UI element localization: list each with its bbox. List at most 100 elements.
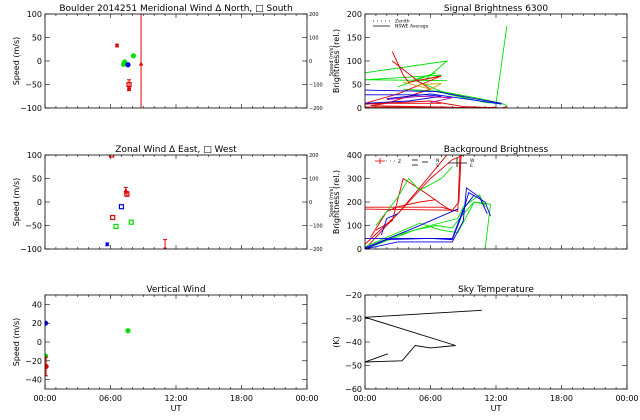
- series-line: [403, 88, 508, 107]
- y-tick-label: 100: [27, 151, 42, 160]
- series-line: [365, 60, 449, 82]
- y-tick-label: −100: [20, 245, 42, 254]
- y-tick-label: 300: [347, 175, 362, 184]
- y-tick-label: −20: [25, 357, 42, 366]
- x-tick-label: 18:00: [550, 394, 573, 403]
- data-point: [45, 363, 49, 370]
- y-tick-label: 0: [37, 198, 42, 207]
- chart-title: Sky Temperature: [458, 285, 534, 295]
- series-line: [386, 95, 453, 103]
- data-point: [125, 62, 131, 68]
- chart-title: Background Brightness: [444, 145, 549, 155]
- y-tick-label: −50: [345, 362, 362, 371]
- series-line: [365, 309, 482, 363]
- data-point: [124, 191, 130, 197]
- y-tick-label: 100: [347, 57, 362, 66]
- series-line: [365, 89, 502, 104]
- right-y-tick-label: −200: [309, 106, 323, 112]
- series-line: [365, 187, 488, 249]
- right-y-tick-label: 100: [309, 36, 319, 42]
- data-point: [121, 61, 127, 67]
- y-tick-label: −50: [25, 81, 42, 90]
- y-tick-label: 50: [352, 81, 362, 90]
- plot-area: [365, 309, 482, 363]
- chart-meridional: Boulder 2014251 Meridional Wind Δ North,…: [12, 4, 335, 113]
- y-axis-label: Speed (m/s): [12, 37, 21, 86]
- data-point: [45, 353, 49, 359]
- plot-frame: [44, 13, 308, 109]
- x-tick-label: 18:00: [230, 394, 253, 403]
- x-axis-label: UT: [491, 404, 502, 413]
- series-line: [386, 93, 502, 105]
- legend-label: E: [470, 163, 473, 169]
- series-line: [365, 94, 442, 104]
- x-tick-label: 06:00: [99, 394, 122, 403]
- y-tick-label: 40: [32, 300, 42, 309]
- y-axis-label: Brightness (rel.): [332, 170, 341, 234]
- plot-area: [115, 14, 144, 108]
- right-y-tick-label: −100: [309, 224, 323, 230]
- y-tick-label: −20: [345, 291, 362, 300]
- plot-area: [105, 155, 168, 249]
- plot-frame: [364, 154, 628, 250]
- y-axis-label: Speed (m/s): [12, 178, 21, 227]
- y-tick-label: 50: [32, 175, 42, 184]
- x-tick-label: 00:00: [615, 394, 638, 403]
- x-axis-label: UT: [171, 404, 182, 413]
- data-point: [45, 320, 49, 326]
- data-point: [138, 61, 144, 66]
- y-tick-label: 20: [32, 319, 42, 328]
- x-tick-label: 12:00: [484, 394, 507, 403]
- data-point: [163, 247, 167, 249]
- right-y-tick-label: 0: [309, 200, 312, 206]
- chart-signal: Signal Brightness 6300 0 50 100 150 200 Bright…: [332, 4, 628, 113]
- series-line: [375, 177, 453, 231]
- right-y-axis-label: Speed (m/s): [329, 187, 335, 217]
- plot-area: [365, 155, 491, 249]
- chart-title: Zonal Wind Δ East, □ West: [115, 145, 237, 155]
- series-line: [365, 191, 491, 249]
- series-line: [365, 100, 508, 108]
- legend: Z NS WE: [375, 158, 475, 169]
- data-point: [115, 43, 119, 47]
- right-y-tick-label: 200: [309, 153, 319, 159]
- legend-label: N: [436, 158, 439, 164]
- legend-label: Zenith: [395, 19, 410, 25]
- y-tick-label: 100: [27, 10, 42, 19]
- series-line: [365, 155, 448, 245]
- data-point: [130, 53, 137, 59]
- y-tick-label: −40: [25, 376, 42, 385]
- y-tick-label: 200: [347, 10, 362, 19]
- series-line: [375, 166, 453, 226]
- data-point: [108, 155, 115, 158]
- y-tick-label: 0: [37, 57, 42, 66]
- chart-background: Background Brightness 0 100 200 300 400 Bright…: [332, 145, 628, 254]
- chart-zonal: Zonal Wind Δ East, □ West −100 −50 0 50 100 Sp…: [12, 145, 335, 254]
- series-line: [365, 155, 464, 249]
- chart-title: Vertical Wind: [146, 285, 205, 295]
- data-point: [118, 204, 125, 210]
- y-tick-label: −50: [25, 222, 42, 231]
- y-axis-label: (K): [332, 336, 341, 348]
- plot-frame: [364, 13, 628, 109]
- right-y-tick-label: 0: [309, 59, 312, 65]
- right-y-tick-label: −100: [309, 83, 323, 89]
- data-point: [127, 87, 131, 91]
- y-tick-label: 0: [37, 338, 42, 347]
- x-tick-label: 12:00: [164, 394, 187, 403]
- y-tick-label: −40: [345, 338, 362, 347]
- data-point: [125, 328, 131, 334]
- series-line: [365, 194, 475, 239]
- plot-frame: [44, 154, 308, 250]
- plot-area: [365, 25, 508, 108]
- series-line: [365, 201, 491, 249]
- y-axis-label: Brightness (rel.): [332, 29, 341, 93]
- x-tick-label: 00:00: [33, 394, 56, 403]
- y-tick-label: 0: [357, 245, 362, 254]
- x-tick-label: 00:00: [353, 394, 376, 403]
- plot-frame: [44, 294, 308, 390]
- chart-skytemp: Sky Temperature 00:00 06:00 12:00 18:00 00:00…: [332, 285, 639, 413]
- chart-title: Boulder 2014251 Meridional Wind Δ North,…: [59, 4, 292, 14]
